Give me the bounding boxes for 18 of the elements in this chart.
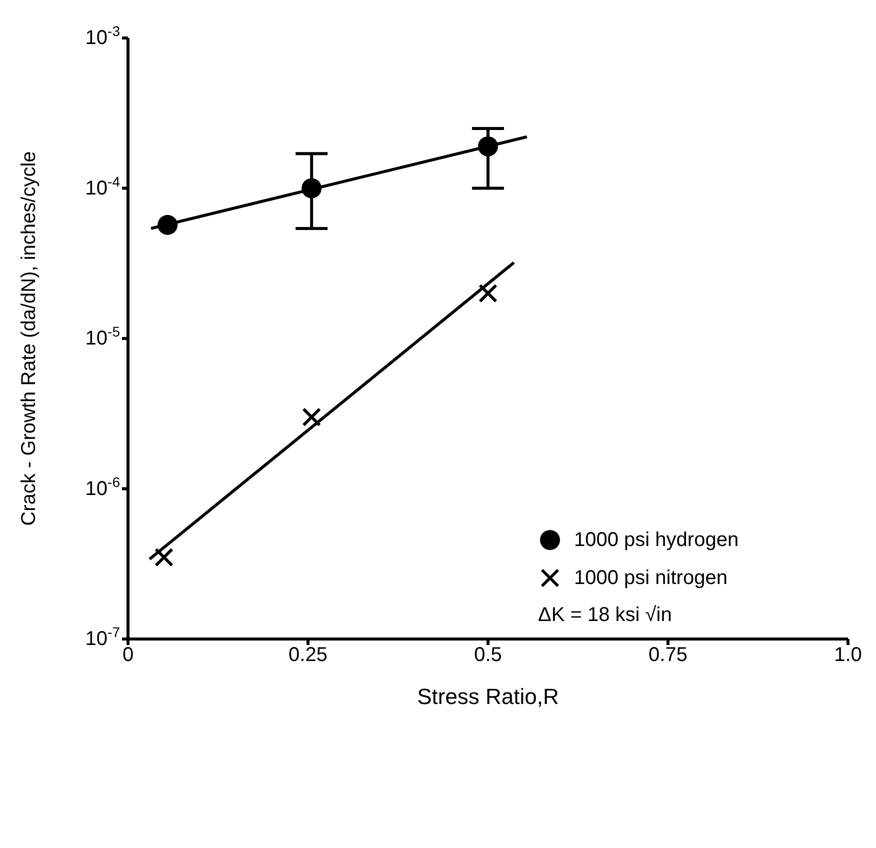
- x-tick-label: 1.0: [834, 644, 862, 666]
- x-tick-label: 0.25: [288, 644, 328, 666]
- point: [478, 284, 498, 303]
- annotation: ΔK = 18 ksi √in: [538, 604, 673, 627]
- y-tick-label: 10$^{-3}$: [85, 23, 120, 49]
- x-tick-label: 0.75: [648, 644, 688, 666]
- y-axis-title: Crack - Growth Rate (da/dN), inches/cycle: [18, 151, 40, 526]
- x-tick-label: 0: [122, 644, 134, 666]
- y-tick-label: 10$^{-6}$: [85, 474, 120, 500]
- legend-label: 1000 psi nitrogen: [574, 566, 728, 590]
- legend-label: 1000 psi hydrogen: [574, 528, 739, 552]
- y-tick-label: 10$^{-4}$: [85, 173, 120, 200]
- point: [302, 408, 322, 427]
- x-tick-label: 0.5: [474, 644, 502, 666]
- y-tick-label: 10$^{-7}$: [85, 624, 120, 650]
- point: [154, 548, 174, 567]
- y-tick-label: 10$^{-5}$: [85, 324, 120, 350]
- x-axis-title: Stress Ratio,R: [417, 684, 559, 709]
